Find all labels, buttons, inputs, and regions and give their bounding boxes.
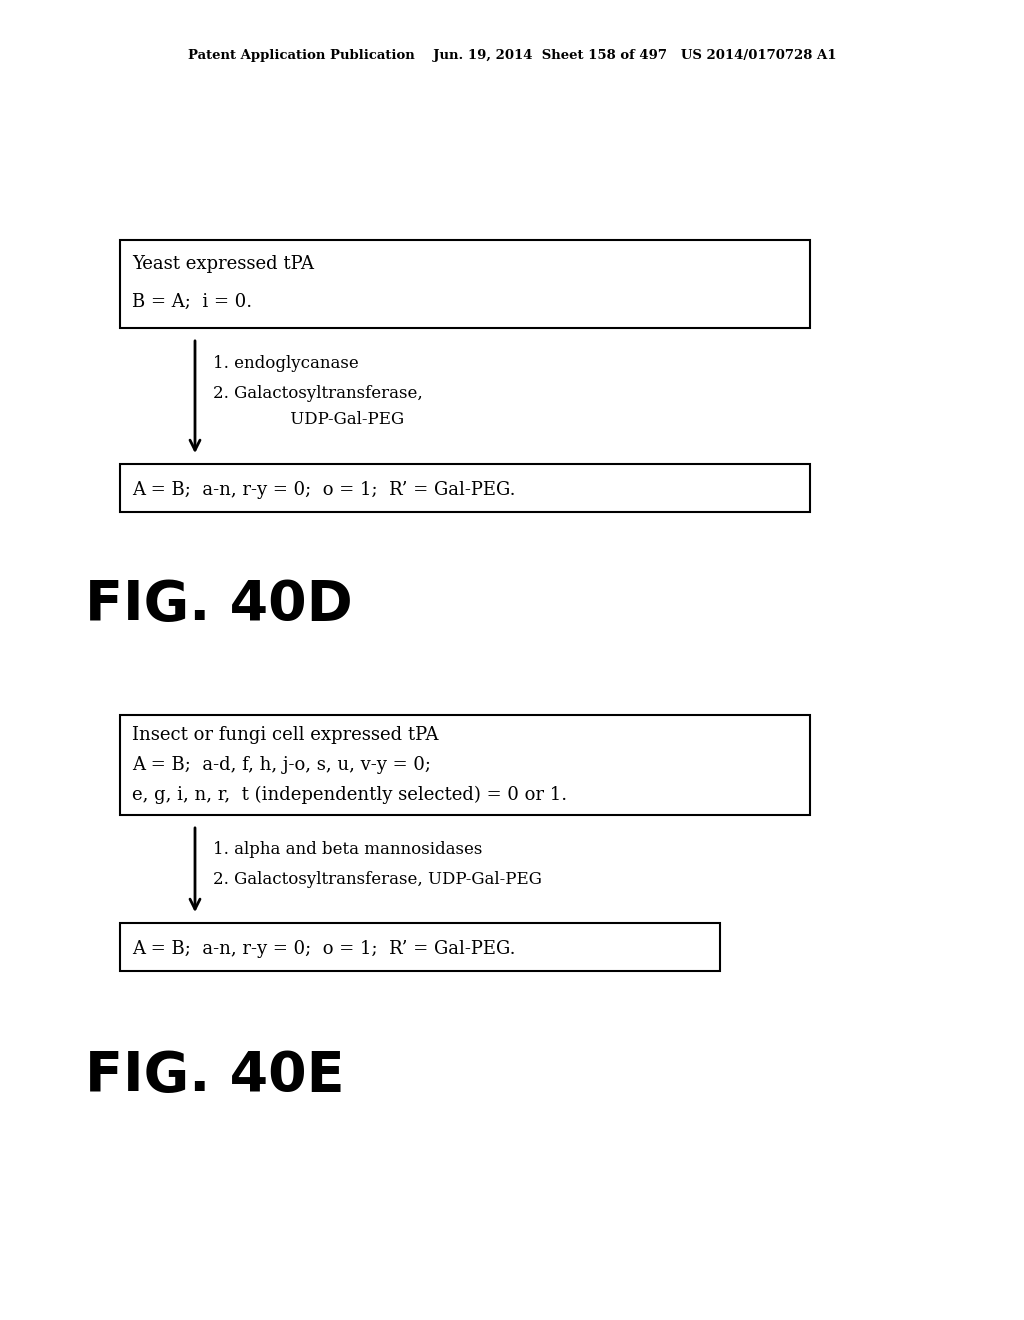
Text: FIG. 40D: FIG. 40D — [85, 578, 352, 632]
Text: B = A;  i = 0.: B = A; i = 0. — [132, 293, 252, 312]
Text: 1. endoglycanase: 1. endoglycanase — [213, 355, 358, 371]
FancyBboxPatch shape — [120, 465, 810, 512]
FancyBboxPatch shape — [120, 923, 720, 972]
Text: Insect or fungi cell expressed tPA: Insect or fungi cell expressed tPA — [132, 726, 438, 744]
Text: Patent Application Publication    Jun. 19, 2014  Sheet 158 of 497   US 2014/0170: Patent Application Publication Jun. 19, … — [187, 49, 837, 62]
Text: 1. alpha and beta mannosidases: 1. alpha and beta mannosidases — [213, 841, 482, 858]
Text: 2. Galactosyltransferase,: 2. Galactosyltransferase, — [213, 384, 423, 401]
Text: A = B;  a-d, f, h, j-o, s, u, v-y = 0;: A = B; a-d, f, h, j-o, s, u, v-y = 0; — [132, 756, 431, 774]
FancyBboxPatch shape — [120, 715, 810, 814]
Text: e, g, i, n, r,  t (independently selected) = 0 or 1.: e, g, i, n, r, t (independently selected… — [132, 785, 567, 804]
Text: FIG. 40E: FIG. 40E — [85, 1049, 345, 1104]
Text: UDP-Gal-PEG: UDP-Gal-PEG — [243, 412, 404, 429]
Text: 2. Galactosyltransferase, UDP-Gal-PEG: 2. Galactosyltransferase, UDP-Gal-PEG — [213, 870, 542, 887]
FancyBboxPatch shape — [120, 240, 810, 327]
Text: A = B;  a-n, r-y = 0;  o = 1;  R’ = Gal-PEG.: A = B; a-n, r-y = 0; o = 1; R’ = Gal-PEG… — [132, 480, 515, 499]
Text: Yeast expressed tPA: Yeast expressed tPA — [132, 255, 314, 273]
Text: A = B;  a-n, r-y = 0;  o = 1;  R’ = Gal-PEG.: A = B; a-n, r-y = 0; o = 1; R’ = Gal-PEG… — [132, 940, 515, 958]
